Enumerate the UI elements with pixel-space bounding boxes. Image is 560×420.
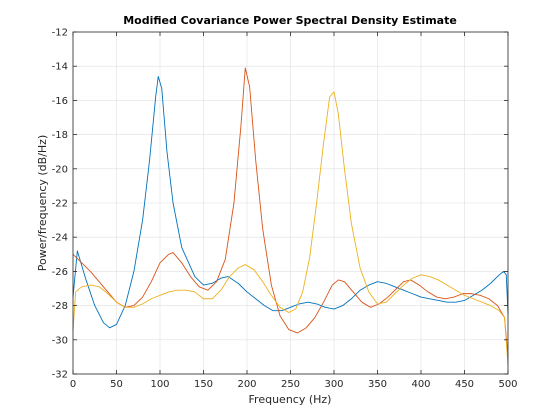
y-axis-label: Power/frequency (dB/Hz)	[36, 135, 49, 272]
x-tick-label-1: 50	[110, 379, 123, 390]
series-line-3	[72, 91, 509, 366]
y-tick-label-9: -30	[52, 335, 68, 346]
y-tick-label-6: -24	[52, 233, 68, 244]
y-tick-label-0: -12	[52, 28, 68, 39]
x-axis-label: Frequency (Hz)	[249, 393, 332, 406]
tick-layer: 0 50 100 150 200 250 300 350 400 450 500 -12 -14 -16 -…	[52, 28, 518, 391]
y-tick-label-2: -16	[52, 96, 68, 107]
x-tick-label-6: 300	[324, 379, 343, 390]
x-tick-label-4: 200	[237, 379, 256, 390]
y-tick-label-5: -22	[52, 199, 68, 210]
y-tick-label-4: -20	[52, 164, 68, 175]
y-tick-label-10: -32	[52, 370, 68, 381]
grid	[72, 31, 509, 375]
x-tick-label-5: 250	[281, 379, 300, 390]
series-line-1	[72, 76, 509, 329]
chart-title: Modified Covariance Power Spectral Densi…	[123, 14, 457, 27]
x-tick-label-2: 100	[150, 379, 169, 390]
series-line-2	[72, 67, 509, 357]
y-tick-label-3: -18	[52, 130, 68, 141]
y-tick-label-1: -14	[52, 62, 68, 73]
x-tick-label-0: 0	[70, 379, 76, 390]
x-tick-label-7: 350	[368, 379, 387, 390]
y-tick-label-7: -26	[52, 267, 68, 278]
y-tick-label-8: -28	[52, 301, 68, 312]
x-tick-label-3: 150	[194, 379, 213, 390]
x-tick-label-10: 500	[498, 379, 517, 390]
x-tick-label-9: 450	[455, 379, 474, 390]
x-tick-label-8: 400	[411, 379, 430, 390]
series-layer	[72, 67, 509, 366]
